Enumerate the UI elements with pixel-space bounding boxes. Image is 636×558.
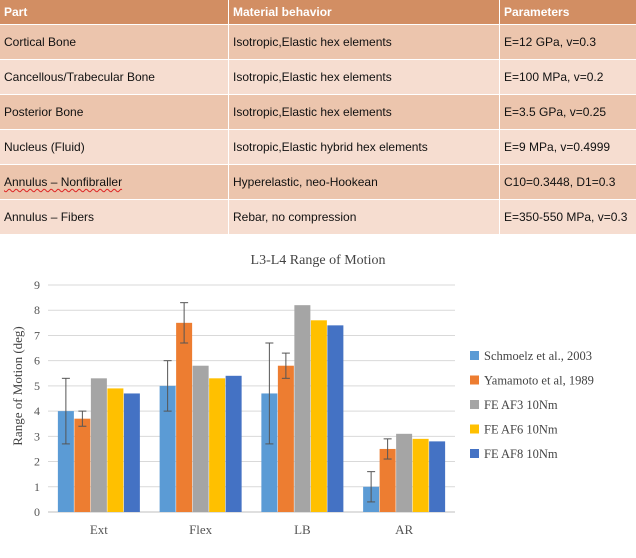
cell-part: Annulus – Fibers [0, 199, 229, 234]
bar [123, 393, 140, 512]
table-row: Annulus – Fibers Rebar, no compression E… [0, 199, 636, 234]
bar [74, 418, 91, 512]
x-tick-labels: Ext Flex LB AR [90, 522, 414, 537]
x-tick-label: LB [294, 522, 311, 537]
y-tick-label: 4 [34, 404, 40, 418]
cell-part: Annulus – Nonfibraller [0, 164, 229, 200]
material-properties-table: Part Material behavior Parameters Cortic… [0, 0, 636, 234]
legend-label: Yamamoto et al, 1989 [484, 374, 594, 388]
cell-part: Cortical Bone [0, 24, 229, 60]
bar [379, 448, 396, 512]
table-row: Posterior Bone Isotropic,Elastic hex ele… [0, 94, 636, 130]
y-tick-label: 7 [34, 328, 40, 342]
bar [310, 320, 327, 512]
cell-part: Nucleus (Fluid) [0, 129, 229, 165]
bar [294, 305, 311, 512]
bar [57, 411, 74, 512]
legend-label: FE AF3 10Nm [484, 398, 558, 412]
y-tick-label: 3 [34, 429, 40, 443]
y-axis-label: Range of Motion (deg) [10, 326, 25, 446]
cell-parameters: C10=0.3448, D1=0.3 [499, 164, 636, 200]
y-tick-label: 6 [34, 354, 40, 368]
y-tick-label: 9 [34, 278, 40, 292]
cell-parameters: E=9 MPa, v=0.4999 [499, 129, 636, 165]
bar [176, 322, 193, 512]
bar [327, 325, 344, 512]
y-tick-label: 5 [34, 379, 40, 393]
bar [192, 365, 209, 512]
cell-parameters: E=3.5 GPa, v=0.25 [499, 94, 636, 130]
legend-swatch [470, 449, 479, 458]
cell-parameters: E=100 MPa, v=0.2 [499, 59, 636, 95]
bar [396, 433, 413, 512]
cell-parameters: E=350-550 MPa, v=0.3 [499, 199, 636, 234]
legend-swatch [470, 400, 479, 409]
legend-label: FE AF6 10Nm [484, 423, 558, 437]
legend-swatch [470, 424, 479, 434]
legend-swatch [470, 351, 479, 360]
y-tick-label: 0 [34, 505, 40, 519]
cell-material: Isotropic,Elastic hex elements [228, 94, 500, 130]
y-tick-label: 8 [34, 303, 40, 317]
y-tick-labels: 0 1 2 3 4 5 6 7 8 9 [34, 278, 40, 519]
error-bars [61, 302, 392, 503]
cell-part: Posterior Bone [0, 94, 229, 130]
cell-material: Isotropic,Elastic hex elements [228, 59, 500, 95]
bar [225, 375, 242, 512]
bar [159, 385, 176, 512]
table-header-row: Part Material behavior Parameters [0, 0, 636, 25]
cell-material: Isotropic,Elastic hex elements [228, 24, 500, 60]
legend-label: FE AF8 10Nm [484, 447, 558, 461]
x-tick-label: AR [395, 522, 413, 537]
table-row: Nucleus (Fluid) Isotropic,Elastic hybrid… [0, 129, 636, 165]
chart-title: L3-L4 Range of Motion [251, 253, 386, 268]
legend-label: Schmoelz et al., 2003 [484, 349, 592, 363]
range-of-motion-chart: L3-L4 Range of Motion Range of Motion (d… [10, 253, 594, 537]
table-row: Cancellous/Trabecular Bone Isotropic,Ela… [0, 59, 636, 95]
bar [107, 388, 124, 512]
bar [429, 441, 446, 512]
cell-part: Cancellous/Trabecular Bone [0, 59, 229, 95]
header-part: Part [0, 0, 229, 25]
bar [277, 365, 294, 512]
bar [209, 378, 226, 512]
cell-material: Rebar, no compression [228, 199, 500, 234]
legend-swatch [470, 375, 479, 385]
cell-material: Isotropic,Elastic hybrid hex elements [228, 129, 500, 165]
x-tick-label: Ext [90, 522, 108, 537]
bar [412, 438, 429, 512]
x-tick-label: Flex [189, 522, 213, 537]
legend: Schmoelz et al., 2003 Yamamoto et al, 198… [470, 349, 594, 461]
y-tick-label: 2 [34, 455, 40, 469]
table-row: Annulus – Nonfibraller Hyperelastic, neo… [0, 164, 636, 200]
header-material-behavior: Material behavior [228, 0, 500, 25]
y-tick-label: 1 [34, 480, 40, 494]
cell-parameters: E=12 GPa, v=0.3 [499, 24, 636, 60]
range-of-motion-chart-wrap: L3-L4 Range of Motion Range of Motion (d… [0, 234, 636, 558]
bar [90, 378, 107, 512]
table-row: Cortical Bone Isotropic,Elastic hex elem… [0, 24, 636, 60]
bars [57, 305, 446, 512]
bar [261, 393, 278, 512]
header-parameters: Parameters [499, 0, 636, 25]
material-properties-table-wrap: Part Material behavior Parameters Cortic… [0, 0, 636, 234]
cell-material: Hyperelastic, neo-Hookean [228, 164, 500, 200]
